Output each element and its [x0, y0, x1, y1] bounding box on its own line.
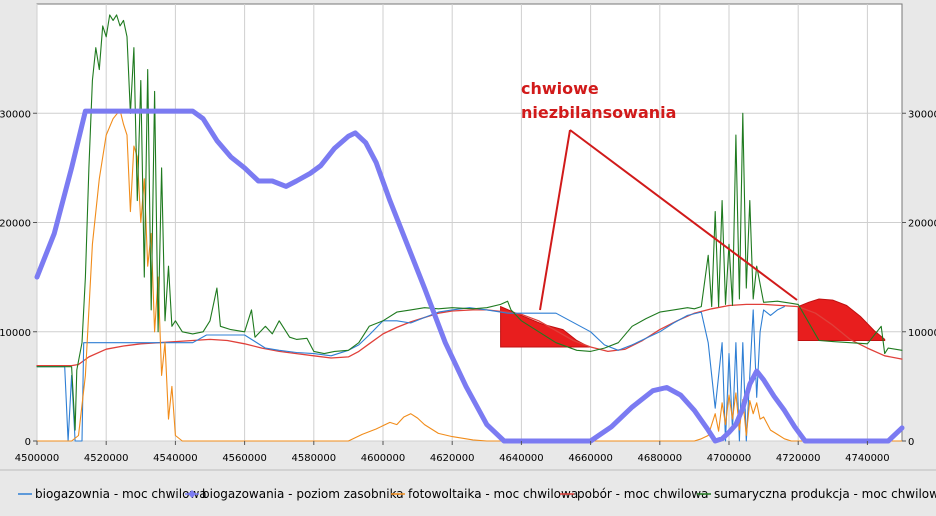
series-lines [34, 14, 905, 444]
x-tick-label: 4580000 [292, 453, 337, 464]
series-line-storage [34, 108, 905, 444]
axes: 4500000 4520000 4540000 4560000 4580000 46000… [0, 109, 936, 464]
annotation-line-1: chwiowe [521, 79, 599, 98]
x-tick-label: 4520000 [84, 453, 129, 464]
legend-label-total: sumaryczna produkcja - moc chwilowa [714, 487, 936, 501]
x-tick-label: 4640000 [499, 453, 544, 464]
x-tick-label: 4620000 [430, 453, 475, 464]
x-tick-label: 4700000 [707, 453, 752, 464]
series-line-pv [36, 109, 903, 442]
x-tick-label: 4600000 [361, 453, 406, 464]
annotation-line-2: niezbilansowania [521, 103, 676, 122]
x-tick-label: 4540000 [153, 453, 198, 464]
y-tick-label-right: 30000 [908, 109, 936, 120]
y-tick-label-left: 20000 [0, 219, 31, 230]
imbalance-region [797, 298, 886, 341]
y-tick-label-left: 0 [25, 437, 31, 448]
x-tick-label: 4740000 [845, 453, 890, 464]
legend-label-demand: pobór - moc chwilowa [577, 487, 708, 501]
x-tick-label: 4500000 [15, 453, 60, 464]
annotation: chwiowe niezbilansowania [521, 79, 798, 311]
x-tick-label: 4560000 [222, 453, 267, 464]
legend-label-pv: fotowoltaika - moc chwilowa [408, 487, 578, 501]
legend-marker-diamond [188, 490, 196, 498]
annotation-pointer [569, 129, 798, 301]
series-line-biogaz [36, 306, 785, 442]
series-line-total [36, 14, 903, 431]
x-tick-label: 4680000 [638, 453, 683, 464]
legend-label-biogaz: biogazownia - moc chwilowa [35, 487, 207, 501]
grid-lines [36, 4, 902, 442]
legend-label-storage: biogazowania - poziom zasobnika [202, 487, 404, 501]
annotation-pointer [539, 129, 571, 311]
y-tick-label-left: 10000 [0, 328, 31, 339]
y-tick-label-left: 30000 [0, 109, 31, 120]
x-tick-label: 4720000 [776, 453, 821, 464]
y-tick-label-right: 20000 [908, 219, 936, 230]
y-tick-label-right: 10000 [908, 328, 936, 339]
y-tick-label-right: 0 [908, 437, 914, 448]
x-tick-label: 4660000 [568, 453, 613, 464]
